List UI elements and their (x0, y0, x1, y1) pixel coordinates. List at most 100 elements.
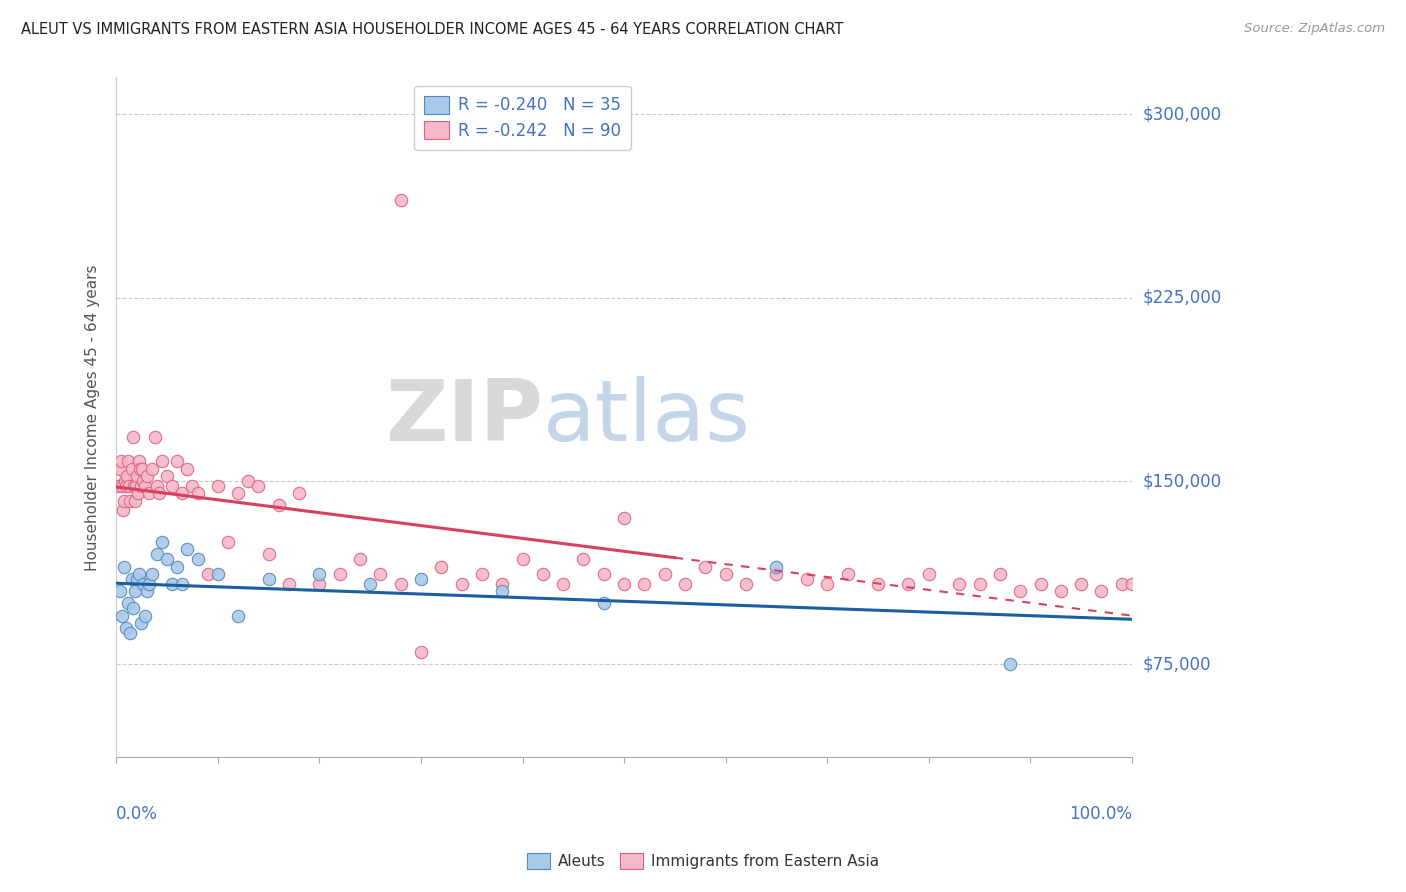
Point (134, 608, 156, 623)
Point (267, 499, 290, 513)
Point (186, 486, 208, 500)
Point (389, 193, 412, 207)
Point (948, 576, 970, 591)
Point (247, 479, 270, 493)
Point (112, 559, 135, 574)
Point (1090, 584, 1112, 599)
Point (135, 584, 157, 599)
Point (409, 645, 432, 659)
Point (122, 479, 145, 493)
Point (131, 474, 153, 488)
Point (112, 503, 135, 517)
Point (150, 535, 173, 549)
Point (150, 454, 173, 468)
Point (673, 576, 696, 591)
Point (238, 474, 260, 488)
Point (998, 657, 1021, 672)
Point (207, 566, 229, 581)
Point (553, 576, 575, 591)
Point (329, 566, 352, 581)
Point (735, 576, 758, 591)
Point (128, 454, 150, 468)
Point (128, 462, 150, 476)
Point (491, 576, 513, 591)
Point (1010, 584, 1032, 599)
Point (110, 462, 132, 476)
Point (592, 596, 614, 610)
Text: Source: ZipAtlas.com: Source: ZipAtlas.com (1244, 22, 1385, 36)
Point (111, 608, 134, 623)
Point (714, 566, 737, 581)
Point (156, 552, 179, 566)
Point (633, 576, 655, 591)
Legend: Aleuts, Immigrants from Eastern Asia: Aleuts, Immigrants from Eastern Asia (520, 847, 886, 875)
Point (1111, 576, 1133, 591)
Point (969, 576, 991, 591)
Text: $75,000: $75,000 (1143, 656, 1212, 673)
Point (866, 576, 889, 591)
Legend: R = -0.240   N = 35, R = -0.242   N = 90: R = -0.240 N = 35, R = -0.242 N = 90 (415, 86, 631, 150)
Point (121, 601, 143, 615)
Point (117, 454, 139, 468)
Point (148, 486, 170, 500)
Point (613, 510, 636, 524)
Point (172, 576, 194, 591)
Point (110, 454, 132, 468)
Point (143, 430, 166, 444)
Point (288, 486, 311, 500)
Point (166, 559, 188, 574)
Point (695, 559, 717, 574)
Point (409, 572, 432, 586)
Point (897, 576, 920, 591)
Text: 0.0%: 0.0% (117, 805, 157, 823)
Point (176, 462, 198, 476)
Point (120, 625, 142, 640)
Point (837, 566, 859, 581)
Point (181, 479, 204, 493)
Point (257, 572, 280, 586)
Point (160, 479, 183, 493)
Point (370, 566, 392, 581)
Point (124, 584, 146, 599)
Point (121, 430, 143, 444)
Point (186, 552, 208, 566)
Point (146, 548, 169, 562)
Point (141, 462, 163, 476)
Text: $300,000: $300,000 (1143, 105, 1222, 123)
Point (129, 479, 152, 493)
Point (115, 621, 138, 635)
Point (112, 493, 135, 508)
Point (129, 615, 152, 630)
Point (359, 576, 381, 591)
Point (176, 542, 198, 557)
Point (115, 479, 138, 493)
Text: ALEUT VS IMMIGRANTS FROM EASTERN ASIA HOUSEHOLDER INCOME AGES 45 - 64 YEARS CORR: ALEUT VS IMMIGRANTS FROM EASTERN ASIA HO… (21, 22, 844, 37)
Point (815, 576, 838, 591)
Point (512, 552, 534, 566)
Y-axis label: Householder Income Ages 45 - 64 years: Householder Income Ages 45 - 64 years (86, 264, 100, 571)
Point (134, 479, 156, 493)
Text: 100.0%: 100.0% (1069, 805, 1132, 823)
Text: atlas: atlas (543, 376, 751, 458)
Point (166, 454, 188, 468)
Point (197, 566, 219, 581)
Point (207, 479, 229, 493)
Point (127, 486, 149, 500)
Point (654, 566, 676, 581)
Point (125, 469, 148, 483)
Point (138, 486, 160, 500)
Text: $225,000: $225,000 (1143, 289, 1222, 307)
Point (117, 469, 139, 483)
Point (226, 486, 249, 500)
Point (121, 572, 143, 586)
Point (121, 462, 143, 476)
Text: ZIP: ZIP (385, 376, 543, 458)
Point (918, 566, 941, 581)
Point (988, 566, 1011, 581)
Point (765, 566, 787, 581)
Point (110, 584, 132, 599)
Point (765, 559, 787, 574)
Point (124, 493, 146, 508)
Point (450, 576, 472, 591)
Point (1049, 584, 1071, 599)
